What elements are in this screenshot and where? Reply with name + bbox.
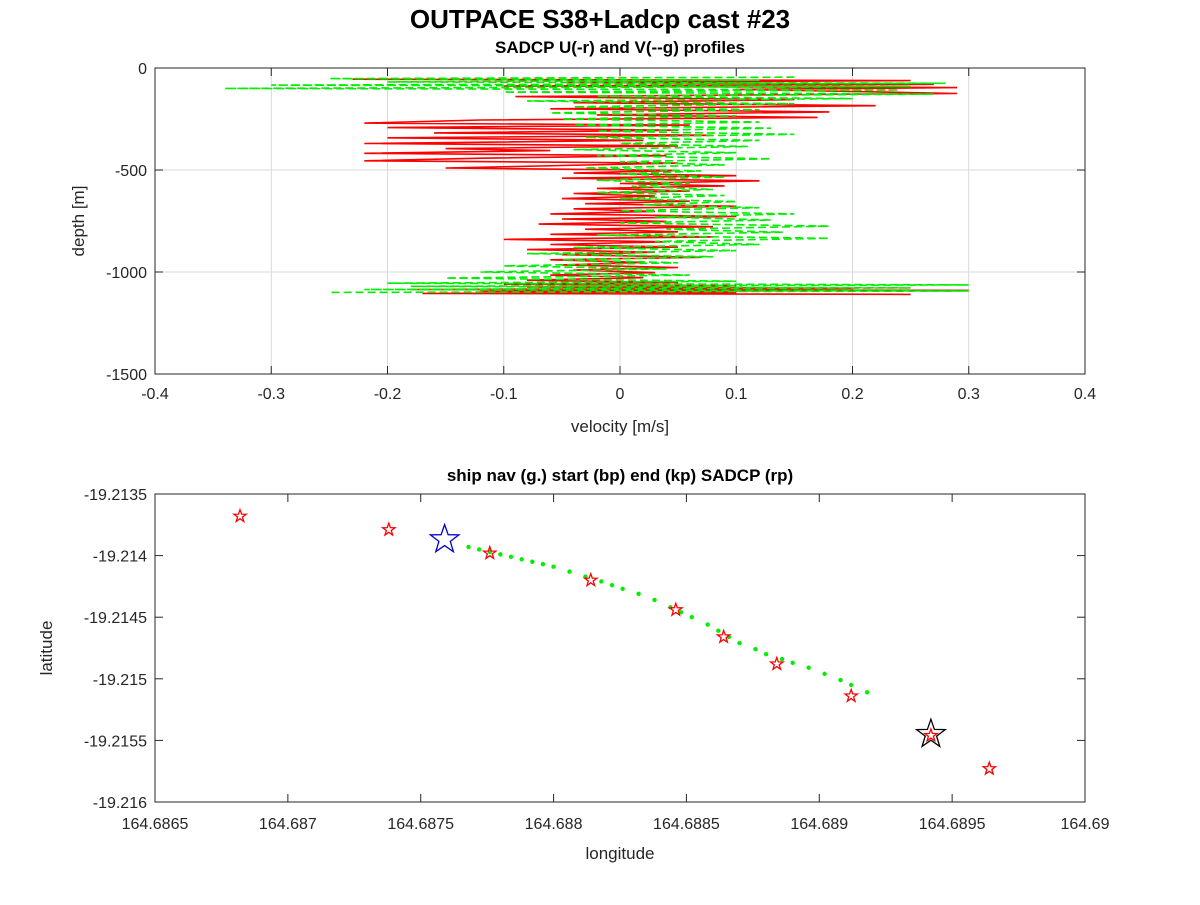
profile-y-tick-label: 0 <box>138 61 147 78</box>
start-marker <box>428 522 461 554</box>
nav-point <box>705 622 710 627</box>
sadcp-marker <box>922 726 939 743</box>
nav-point <box>476 547 482 552</box>
sadcp-marker <box>768 655 785 671</box>
nav-point <box>609 582 615 588</box>
nav-point <box>530 559 535 564</box>
sadcp-marker <box>715 628 732 644</box>
nav-axes-frame <box>154 493 1086 803</box>
nav-y-tick-label: -19.2145 <box>84 610 147 627</box>
nav-y-tick-label: -19.2135 <box>84 487 147 504</box>
nav-point <box>822 671 827 677</box>
nav-point <box>689 615 694 620</box>
profile-chart-title: SADCP U(-r) and V(--g) profiles <box>495 38 745 57</box>
profile-x-tick-label: -0.1 <box>490 386 518 403</box>
nav-x-tick-label: 164.688 <box>525 816 583 833</box>
nav-point <box>652 597 657 603</box>
nav-ticks: 164.6865 164.687 164.6875 164.688 164.6885 16… <box>84 487 1110 833</box>
nav-x-tick-label: 164.687 <box>259 816 317 833</box>
nav-point <box>716 628 721 633</box>
nav-x-tick-label: 164.69 <box>1061 816 1110 833</box>
profile-x-tick-label: 0.1 <box>725 386 747 403</box>
profile-y-axis-label: depth [m] <box>69 186 88 257</box>
nav-point <box>790 660 795 665</box>
end-marker <box>914 717 948 749</box>
nav-point <box>551 564 556 569</box>
profile-x-tick-label: 0 <box>616 386 625 403</box>
nav-point <box>753 647 758 652</box>
profile-x-axis-label: velocity [m/s] <box>571 417 669 436</box>
profile-y-tick-label: -500 <box>115 163 147 180</box>
nav-axes: ship nav (g.) start (bp) end (kp) SADCP … <box>37 466 1110 863</box>
nav-y-tick-label: -19.215 <box>93 672 147 689</box>
nav-point <box>519 557 524 562</box>
profile-axes: SADCP U(-r) and V(--g) profiles -0.4 -0.3… <box>69 38 1096 436</box>
sadcp-marker <box>380 521 397 537</box>
nav-x-tick-label: 164.689 <box>790 816 848 833</box>
nav-point <box>620 586 625 592</box>
nav-point <box>848 682 854 688</box>
profile-x-tick-label: 0.4 <box>1074 386 1096 403</box>
sadcp-marker <box>582 571 599 588</box>
nav-point <box>678 610 684 615</box>
profile-y-tick-label: -1000 <box>106 265 147 282</box>
profile-x-tick-label: -0.2 <box>374 386 402 403</box>
nav-chart-title: ship nav (g.) start (bp) end (kp) SADCP … <box>447 466 793 485</box>
sadcp-marker <box>981 760 998 776</box>
nav-point <box>763 651 769 657</box>
nav-series <box>231 507 998 776</box>
profile-x-tick-label: 0.2 <box>841 386 863 403</box>
nav-x-tick-label: 164.6895 <box>919 816 986 833</box>
nav-point <box>636 591 641 596</box>
nav-y-axis-label: latitude <box>37 621 56 676</box>
sadcp-marker <box>843 687 860 703</box>
u-velocity-line <box>352 78 969 296</box>
nav-x-tick-label: 164.6875 <box>387 816 454 833</box>
nav-point <box>498 552 503 557</box>
profile-series <box>224 76 969 296</box>
nav-y-tick-label: -19.216 <box>93 795 147 812</box>
nav-point <box>508 554 514 560</box>
nav-point <box>567 569 572 574</box>
profile-ticks: -0.4 -0.3 -0.2 -0.1 0 0.1 0.2 0.3 0.4 0 -500 -1000 -… <box>106 61 1096 403</box>
sadcp-marker <box>231 507 249 524</box>
profile-x-tick-label: -0.3 <box>257 386 285 403</box>
nav-plot-area <box>154 493 1086 803</box>
nav-x-axis-label: longitude <box>585 844 654 863</box>
nav-point <box>779 656 785 662</box>
nav-point <box>540 562 546 567</box>
nav-point <box>599 579 604 584</box>
profile-y-tick-label: -1500 <box>106 367 147 384</box>
sadcp-marker <box>481 544 498 561</box>
nav-point <box>737 640 742 646</box>
nav-x-tick-label: 164.6885 <box>653 816 720 833</box>
profile-x-tick-label: -0.4 <box>141 386 169 403</box>
v-velocity-line <box>224 76 969 294</box>
nav-x-tick-label: 164.6865 <box>122 816 189 833</box>
nav-point <box>806 665 811 670</box>
nav-y-tick-label: -19.2155 <box>84 733 147 750</box>
figure-title: OUTPACE S38+Ladcp cast #23 <box>410 4 790 34</box>
sadcp-marker <box>667 601 684 617</box>
profile-x-tick-label: 0.3 <box>958 386 980 403</box>
nav-point <box>466 544 471 550</box>
nav-y-tick-label: -19.214 <box>93 549 147 566</box>
nav-point <box>838 677 843 683</box>
nav-point <box>864 690 870 695</box>
